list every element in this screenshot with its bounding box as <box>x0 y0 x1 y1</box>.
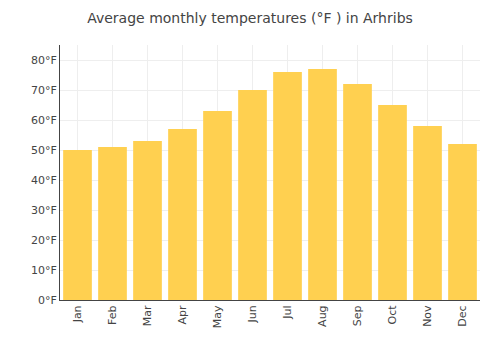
svg-text:Apr: Apr <box>176 305 189 325</box>
svg-text:20°F: 20°F <box>31 234 57 247</box>
svg-text:60°F: 60°F <box>31 114 57 127</box>
svg-text:0°F: 0°F <box>38 294 57 307</box>
svg-text:Oct: Oct <box>386 305 399 325</box>
svg-text:Average monthly temperatures (: Average monthly temperatures (°F ) in Ar… <box>87 10 413 26</box>
svg-text:Dec: Dec <box>456 305 469 326</box>
svg-text:Jul: Jul <box>281 305 294 319</box>
svg-text:Nov: Nov <box>421 305 434 327</box>
svg-text:30°F: 30°F <box>31 204 57 217</box>
svg-text:Mar: Mar <box>141 305 154 326</box>
svg-text:Sep: Sep <box>351 305 364 326</box>
svg-text:50°F: 50°F <box>31 144 57 157</box>
svg-text:Feb: Feb <box>106 305 119 324</box>
svg-text:Aug: Aug <box>316 305 329 326</box>
svg-text:10°F: 10°F <box>31 264 57 277</box>
svg-text:May: May <box>211 305 224 328</box>
svg-text:40°F: 40°F <box>31 174 57 187</box>
svg-text:Jun: Jun <box>246 305 259 323</box>
svg-text:70°F: 70°F <box>31 84 57 97</box>
svg-text:80°F: 80°F <box>31 54 57 67</box>
svg-text:Jan: Jan <box>71 305 84 323</box>
